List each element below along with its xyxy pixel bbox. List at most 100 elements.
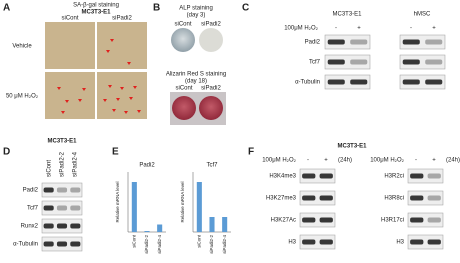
chart-title: Tcf7 bbox=[206, 163, 218, 169]
row-label: Vehicle bbox=[12, 44, 32, 50]
blot-band bbox=[302, 217, 316, 223]
blot-band bbox=[410, 173, 424, 179]
blot-band bbox=[70, 241, 81, 247]
blot-band bbox=[327, 59, 345, 65]
blot-frame bbox=[41, 182, 83, 198]
panel-letter: D bbox=[3, 147, 10, 158]
arrow bbox=[61, 111, 65, 114]
blot-band bbox=[427, 217, 441, 223]
blot-band bbox=[302, 239, 316, 245]
bar bbox=[157, 224, 163, 232]
blot-frame bbox=[407, 234, 444, 250]
row-label: 50 μM H₂O₂ bbox=[6, 94, 39, 100]
blot-band bbox=[43, 241, 54, 247]
row-label: H3K4me3 bbox=[269, 174, 296, 180]
blot-band bbox=[56, 187, 68, 193]
blot-frame bbox=[41, 200, 83, 216]
blot-band bbox=[319, 217, 333, 223]
row-label: Tcf7 bbox=[309, 60, 321, 66]
blot-band bbox=[350, 59, 368, 65]
blot-frame bbox=[407, 212, 444, 228]
row-label: H3 bbox=[288, 240, 296, 246]
bar bbox=[144, 231, 150, 232]
x-tick-label: siPadi2-2 bbox=[144, 235, 149, 254]
bar bbox=[209, 217, 215, 232]
blot-band bbox=[410, 217, 424, 223]
blot-frame bbox=[299, 212, 336, 228]
blot-frame bbox=[399, 54, 446, 70]
well bbox=[171, 28, 195, 52]
well bbox=[199, 28, 223, 52]
group-label: MC3T3-E1 bbox=[332, 12, 362, 18]
blot-frame bbox=[324, 34, 371, 50]
column-label: siPadi2-4 bbox=[73, 151, 79, 177]
blot-frame bbox=[407, 190, 444, 206]
row-label: H3R8ci bbox=[384, 196, 404, 202]
column-label: siCont bbox=[47, 160, 53, 177]
arrow bbox=[124, 111, 128, 114]
micrograph bbox=[45, 22, 95, 69]
row-label: Runx2 bbox=[21, 224, 39, 230]
stain-title: ALP staining bbox=[179, 6, 213, 12]
blot-band bbox=[70, 205, 81, 211]
arrow bbox=[129, 97, 133, 100]
blot-band bbox=[56, 205, 68, 211]
condition-label: + bbox=[432, 26, 436, 32]
blot-band bbox=[56, 241, 68, 247]
blot-frame bbox=[399, 74, 446, 90]
row-label: H3R2ci bbox=[384, 174, 404, 180]
blot-band bbox=[402, 59, 420, 65]
micrograph bbox=[97, 22, 147, 69]
row-label: H3 bbox=[396, 240, 404, 246]
panel-title: SA-β-gal staining bbox=[73, 3, 119, 9]
condition-label: + bbox=[357, 26, 361, 32]
arrow bbox=[82, 88, 86, 91]
blot-band bbox=[350, 39, 368, 45]
y-axis-label: Relative mRNA level bbox=[180, 181, 185, 222]
blot-band bbox=[302, 195, 316, 201]
condition-label: + bbox=[324, 158, 328, 164]
panel-letter: F bbox=[248, 147, 254, 158]
blot-band bbox=[427, 173, 441, 179]
column-label: siCont bbox=[174, 22, 191, 28]
column-label: siPadi2-2 bbox=[60, 151, 66, 177]
blot-frame bbox=[299, 190, 336, 206]
arrow bbox=[57, 87, 61, 90]
blot-band bbox=[43, 205, 54, 211]
arrow bbox=[103, 99, 107, 102]
panel-letter: B bbox=[153, 3, 160, 14]
blot-band bbox=[427, 195, 441, 201]
condition-label: - bbox=[410, 26, 412, 32]
treatment-label: 100μM H₂O₂ bbox=[262, 158, 296, 164]
blot-band bbox=[402, 39, 420, 45]
blot-frame bbox=[399, 34, 446, 50]
blot-band bbox=[302, 173, 316, 179]
arrow bbox=[65, 100, 69, 103]
column-label: siPadi2 bbox=[112, 16, 132, 22]
blot-band bbox=[319, 173, 333, 179]
blot-band bbox=[402, 79, 420, 85]
arrow bbox=[137, 110, 141, 113]
blot-band bbox=[327, 79, 345, 85]
time-label: (24h) bbox=[338, 158, 352, 164]
treatment-label: 100μM H₂O₂ bbox=[370, 158, 404, 164]
blot-band bbox=[425, 39, 443, 45]
treatment-label: 100μM H₂O₂ bbox=[284, 26, 318, 32]
blot-band bbox=[319, 195, 333, 201]
condition-label: - bbox=[307, 158, 309, 164]
arrow bbox=[108, 85, 112, 88]
arrow bbox=[112, 109, 116, 112]
row-label: H3R17ci bbox=[381, 218, 404, 224]
arrow bbox=[106, 50, 110, 53]
arrow bbox=[133, 86, 137, 89]
blot-band bbox=[425, 59, 443, 65]
blot-band bbox=[70, 223, 81, 229]
arrow bbox=[116, 98, 120, 101]
condition-label: - bbox=[335, 26, 337, 32]
x-tick-label: siPadi2-2 bbox=[209, 235, 214, 254]
well bbox=[199, 96, 223, 120]
arrow bbox=[120, 87, 124, 90]
well bbox=[172, 96, 196, 120]
stain-day: (day 3) bbox=[187, 13, 206, 19]
